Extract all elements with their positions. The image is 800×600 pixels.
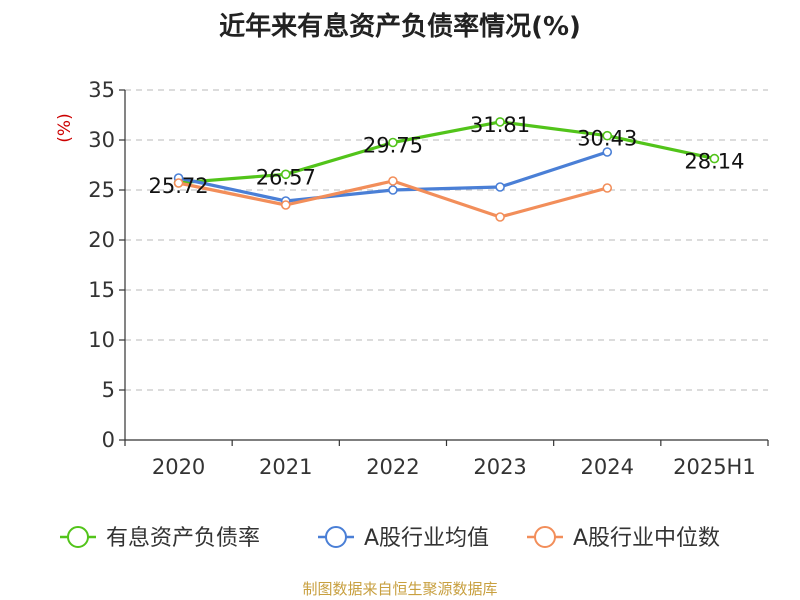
- x-tick-label: 2025H1: [673, 455, 756, 479]
- x-tick-label: 2022: [366, 455, 419, 479]
- data-point: [388, 185, 398, 195]
- y-tick-label: 20: [88, 228, 115, 252]
- legend-marker: [325, 526, 347, 548]
- data-label: 25.72: [149, 174, 209, 198]
- x-tick-label: 2020: [152, 455, 205, 479]
- data-point: [602, 183, 613, 193]
- legend-marker: [67, 526, 89, 548]
- y-tick-label: 30: [88, 128, 115, 152]
- data-point: [173, 178, 184, 188]
- data-point: [709, 153, 720, 164]
- legend-marker: [534, 526, 556, 548]
- data-label: 28.14: [684, 150, 744, 174]
- data-point: [280, 200, 291, 210]
- y-tick-label: 0: [102, 428, 115, 452]
- y-axis-label: (%): [55, 113, 75, 142]
- data-point: [280, 169, 291, 180]
- legend-label: 有息资产负债率: [106, 526, 260, 551]
- source-note: 制图数据来自恒生聚源数据库: [302, 580, 498, 598]
- y-tick-label: 10: [88, 328, 115, 352]
- legend-label: A股行业中位数: [573, 526, 720, 551]
- y-tick-label: 15: [88, 278, 115, 302]
- y-tick-label: 5: [102, 378, 115, 402]
- data-point: [495, 117, 505, 127]
- legend-label: A股行业均值: [364, 526, 489, 551]
- data-point: [495, 182, 505, 192]
- data-label: 29.75: [363, 134, 423, 158]
- data-label: 30.43: [577, 127, 637, 151]
- data-label: 31.81: [470, 113, 530, 137]
- y-tick-label: 25: [88, 178, 115, 202]
- x-tick-label: 2021: [259, 455, 312, 479]
- y-tick-label: 35: [88, 78, 115, 102]
- x-tick-label: 2024: [581, 455, 634, 479]
- chart-title: 近年来有息资产负债率情况(%): [219, 12, 581, 42]
- data-point: [602, 130, 613, 141]
- data-point: [388, 137, 398, 148]
- data-point: [602, 147, 613, 157]
- x-tick-label: 2023: [473, 455, 526, 479]
- data-point: [495, 212, 505, 222]
- data-point: [388, 176, 398, 186]
- data-label: 26.57: [256, 165, 316, 189]
- series-line-1: [178, 120, 715, 185]
